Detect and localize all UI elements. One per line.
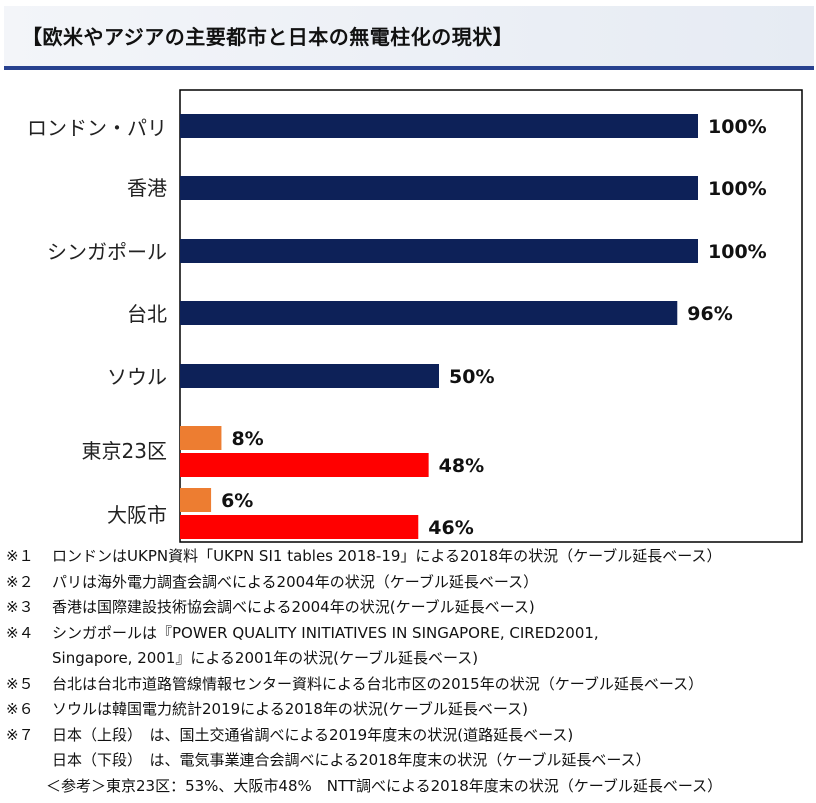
footnote-text: シンガポールは『POWER QUALITY INITIATIVES IN SIN… <box>52 623 599 642</box>
title-underline <box>4 66 814 70</box>
bar-chart: ロンドン・パリ 100% 香港 100% シンガポール 100% 台北 96% ソウル 50% 東京… <box>27 89 803 543</box>
footnote-text: ロンドンはUKPN資料「UKPN SI1 tables 2018-19」による2… <box>52 547 722 565</box>
footnote-text: パリは海外電力調査会調べによる2004年の状況（ケーブル延長ベース） <box>52 572 539 591</box>
data-label: 96% <box>687 303 732 325</box>
footnote-mark: ※３ <box>6 598 34 616</box>
footnote: ※５ 台北は台北市道路管線情報センター資料による台北市区の2015年の状況（ケーブ… <box>6 672 814 698</box>
footnote: ※４ シンガポールは『POWER QUALITY INITIATIVES IN S… <box>6 621 814 647</box>
category-label: ソウル <box>107 365 167 389</box>
footnote-reference: ＜参考＞東京23区：53%、大阪市48% NTT調べによる2018年度末の状況（… <box>46 776 723 795</box>
bar <box>180 515 419 539</box>
bar <box>180 176 698 200</box>
bar <box>180 453 429 477</box>
bar <box>180 301 678 325</box>
footnote-mark: ※７ <box>6 725 34 744</box>
footnote-mark: ※１ <box>6 547 34 565</box>
footnote: ※３ 香港は国際建設技術協会調べによる2004年の状況(ケーブル延長ベース) <box>6 595 814 621</box>
footnote-mark: ※４ <box>6 623 34 642</box>
data-label: 8% <box>231 428 263 450</box>
category-label: 台北 <box>127 302 167 326</box>
footnote-text: 台北は台北市道路管線情報センター資料による台北市区の2015年の状況（ケーブル延… <box>52 674 704 693</box>
footnote: ※１ ロンドンはUKPN資料「UKPN SI1 tables 2018-19」によ… <box>6 544 814 570</box>
footnote: ※７ 日本（上段） は、国土交通省調べによる2019年度末の状況(道路延長ベース) <box>6 723 814 749</box>
category-label: 東京23区 <box>82 439 167 463</box>
data-label: 100% <box>708 116 767 138</box>
category-label: 香港 <box>127 176 167 200</box>
footnote-mark: ※５ <box>6 674 34 693</box>
footnote-mark: ※２ <box>6 572 34 591</box>
category-label: 大阪市 <box>107 503 167 527</box>
footnote-text: 日本（上段） は、国土交通省調べによる2019年度末の状況(道路延長ベース) <box>52 725 574 744</box>
data-label: 100% <box>708 178 767 200</box>
category-label: ロンドン・パリ <box>27 116 167 140</box>
footnote-text: ソウルは韓国電力統計2019による2018年の状況(ケーブル延長ベース) <box>52 700 528 718</box>
footnotes: ※１ ロンドンはUKPN資料「UKPN SI1 tables 2018-19」によ… <box>6 544 814 799</box>
data-label: 50% <box>449 366 494 388</box>
bar-upper <box>180 488 212 512</box>
footnote-continuation: 日本（下段） は、電気事業連合会調べによる2018年度末の状況（ケーブル延長ベー… <box>52 751 651 769</box>
data-label: 100% <box>708 241 767 263</box>
footnote-text: 香港は国際建設技術協会調べによる2004年の状況(ケーブル延長ベース) <box>52 598 535 616</box>
footnote: ※６ ソウルは韓国電力統計2019による2018年の状況(ケーブル延長ベース) <box>6 697 814 723</box>
footnote: ※２ パリは海外電力調査会調べによる2004年の状況（ケーブル延長ベース） <box>6 570 814 596</box>
data-label: 48% <box>439 455 484 477</box>
title-banner <box>4 6 814 66</box>
footnote-mark: ※６ <box>6 700 34 718</box>
bar <box>180 114 698 138</box>
bar-upper <box>180 426 222 450</box>
page-title: 【欧米やアジアの主要都市と日本の無電柱化の現状】 <box>22 25 514 49</box>
category-label: シンガポール <box>47 240 167 264</box>
data-label: 6% <box>221 490 253 512</box>
footnote-continuation: Singapore, 2001』による2001年の状況(ケーブル延長ベース) <box>52 649 479 667</box>
data-label: 46% <box>428 517 473 539</box>
bar <box>180 364 439 388</box>
bar <box>180 239 698 263</box>
